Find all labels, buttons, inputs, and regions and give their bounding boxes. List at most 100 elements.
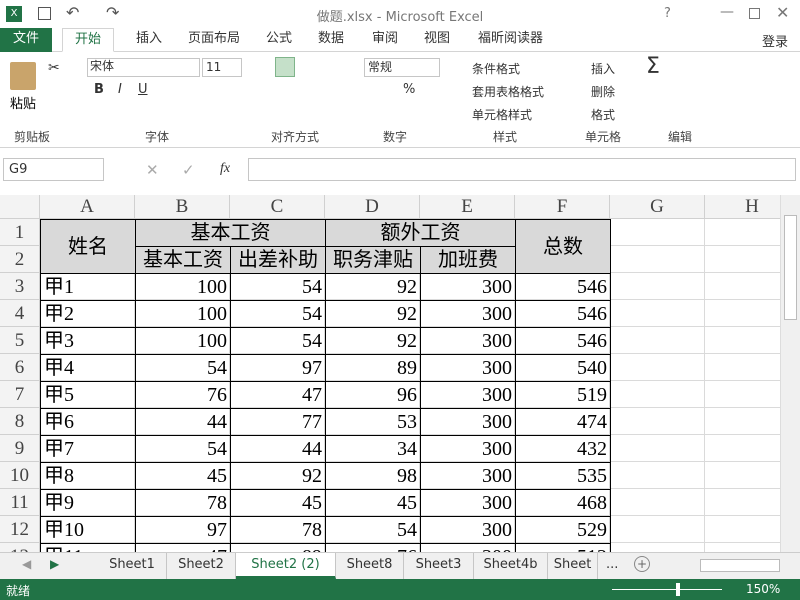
- conditional-format[interactable]: 条件格式: [472, 62, 521, 76]
- cell[interactable]: 300: [420, 516, 516, 544]
- row-header[interactable]: 6: [0, 354, 40, 381]
- cell[interactable]: 100: [135, 327, 231, 355]
- login[interactable]: 登录: [762, 35, 789, 50]
- zoom-thumb[interactable]: [676, 583, 680, 596]
- cell[interactable]: 96: [325, 381, 421, 409]
- align-middle[interactable]: [275, 57, 295, 77]
- sheet-tab[interactable]: Sheet8: [336, 553, 404, 579]
- cell[interactable]: 300: [420, 354, 516, 382]
- column-header[interactable]: A: [40, 195, 135, 219]
- ribbon-tab[interactable]: 开始: [62, 28, 115, 52]
- row-header[interactable]: 4: [0, 300, 40, 327]
- cell[interactable]: 76: [325, 543, 421, 552]
- cell[interactable]: 姓名: [40, 219, 136, 274]
- cell[interactable]: 89: [230, 543, 326, 552]
- row-header[interactable]: 5: [0, 327, 40, 354]
- new-sheet[interactable]: +: [634, 556, 650, 572]
- paste-icon[interactable]: [10, 62, 36, 90]
- paste[interactable]: 粘贴: [10, 97, 37, 112]
- number-format[interactable]: 常规: [364, 58, 440, 77]
- zoom-slider[interactable]: [612, 589, 722, 590]
- cell[interactable]: 45: [230, 489, 326, 517]
- cell[interactable]: 300: [420, 408, 516, 436]
- percent[interactable]: %: [403, 82, 416, 97]
- cell[interactable]: 47: [230, 381, 326, 409]
- h-scrollbar[interactable]: [700, 559, 780, 572]
- cell[interactable]: 44: [135, 408, 231, 436]
- cell[interactable]: 54: [325, 516, 421, 544]
- ribbon-tab[interactable]: 文件: [0, 28, 52, 52]
- cell[interactable]: 47: [135, 543, 231, 552]
- cell[interactable]: 540: [515, 354, 611, 382]
- cell[interactable]: 甲6: [40, 408, 136, 436]
- delete-cells[interactable]: 删除: [591, 85, 616, 99]
- cell[interactable]: 97: [135, 516, 231, 544]
- cell[interactable]: 78: [135, 489, 231, 517]
- cell[interactable]: 基本工资: [135, 246, 231, 274]
- sheet-tab[interactable]: Sheet3: [404, 553, 474, 579]
- ribbon-tab[interactable]: 视图: [424, 31, 451, 46]
- scroll-left[interactable]: ◀: [22, 557, 32, 571]
- row-header[interactable]: 9: [0, 435, 40, 462]
- row-header[interactable]: 8: [0, 408, 40, 435]
- autosum[interactable]: Σ: [646, 54, 660, 79]
- cell[interactable]: 512: [515, 543, 611, 552]
- fx[interactable]: fx: [220, 161, 231, 176]
- cell[interactable]: 基本工资: [135, 219, 326, 247]
- cell[interactable]: 甲3: [40, 327, 136, 355]
- cell[interactable]: 89: [325, 354, 421, 382]
- cut[interactable]: ✂: [48, 60, 60, 76]
- cell[interactable]: 甲9: [40, 489, 136, 517]
- cell[interactable]: 100: [135, 273, 231, 301]
- cell[interactable]: 546: [515, 300, 611, 328]
- column-header[interactable]: C: [230, 195, 325, 219]
- cell[interactable]: 92: [230, 462, 326, 490]
- ribbon-tab[interactable]: 公式: [266, 31, 293, 46]
- cell[interactable]: 78: [230, 516, 326, 544]
- ribbon-tab[interactable]: 福昕阅读器: [478, 31, 544, 46]
- cell[interactable]: 300: [420, 489, 516, 517]
- cell[interactable]: 总数: [515, 219, 611, 274]
- cell[interactable]: 加班费: [420, 246, 516, 274]
- cell[interactable]: 100: [135, 300, 231, 328]
- formula-input[interactable]: [248, 158, 796, 181]
- cell[interactable]: 98: [325, 462, 421, 490]
- row-header[interactable]: 12: [0, 516, 40, 543]
- cell[interactable]: 529: [515, 516, 611, 544]
- column-header[interactable]: D: [325, 195, 420, 219]
- cell[interactable]: 甲4: [40, 354, 136, 382]
- cell[interactable]: 300: [420, 435, 516, 463]
- ribbon-tab[interactable]: 插入: [136, 31, 163, 46]
- cell[interactable]: 535: [515, 462, 611, 490]
- insert-cells[interactable]: 插入: [591, 62, 616, 76]
- cell-style[interactable]: 单元格样式: [472, 108, 533, 122]
- row-header[interactable]: 1: [0, 219, 40, 246]
- maximize[interactable]: [749, 8, 760, 19]
- cell[interactable]: 300: [420, 327, 516, 355]
- cell[interactable]: 甲2: [40, 300, 136, 328]
- table-format[interactable]: 套用表格格式: [472, 85, 545, 99]
- worksheet[interactable]: ABCDEFGH12345678910111213姓名基本工资额外工资总数基本工…: [0, 195, 780, 552]
- cell[interactable]: 甲11: [40, 543, 136, 552]
- vertical-scrollbar[interactable]: [780, 195, 800, 552]
- bold[interactable]: B: [94, 82, 104, 97]
- italic[interactable]: I: [118, 82, 122, 97]
- row-header[interactable]: 7: [0, 381, 40, 408]
- cell[interactable]: 300: [420, 300, 516, 328]
- undo[interactable]: ↶: [66, 3, 80, 22]
- row-header[interactable]: 2: [0, 246, 40, 273]
- sheet-tab[interactable]: Sheet2: [167, 553, 236, 579]
- cell[interactable]: 45: [135, 462, 231, 490]
- cell[interactable]: 546: [515, 273, 611, 301]
- redo[interactable]: ↷: [106, 3, 120, 22]
- cell[interactable]: 54: [230, 300, 326, 328]
- cell[interactable]: 甲8: [40, 462, 136, 490]
- cell[interactable]: 甲10: [40, 516, 136, 544]
- sheet-tab[interactable]: Sheet: [548, 553, 598, 579]
- cell[interactable]: 甲7: [40, 435, 136, 463]
- cell[interactable]: 432: [515, 435, 611, 463]
- row-header[interactable]: 11: [0, 489, 40, 516]
- cell[interactable]: 53: [325, 408, 421, 436]
- row-header[interactable]: 3: [0, 273, 40, 300]
- ribbon-tab[interactable]: 页面布局: [188, 31, 241, 46]
